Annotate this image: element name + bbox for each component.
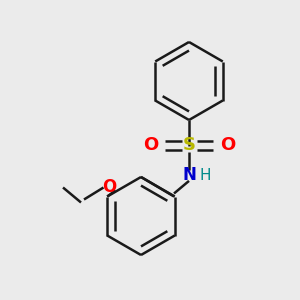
Text: O: O [102,178,117,196]
Text: O: O [220,136,235,154]
Text: N: N [182,167,196,184]
Text: S: S [182,136,196,154]
Text: H: H [200,168,211,183]
Text: O: O [143,136,158,154]
